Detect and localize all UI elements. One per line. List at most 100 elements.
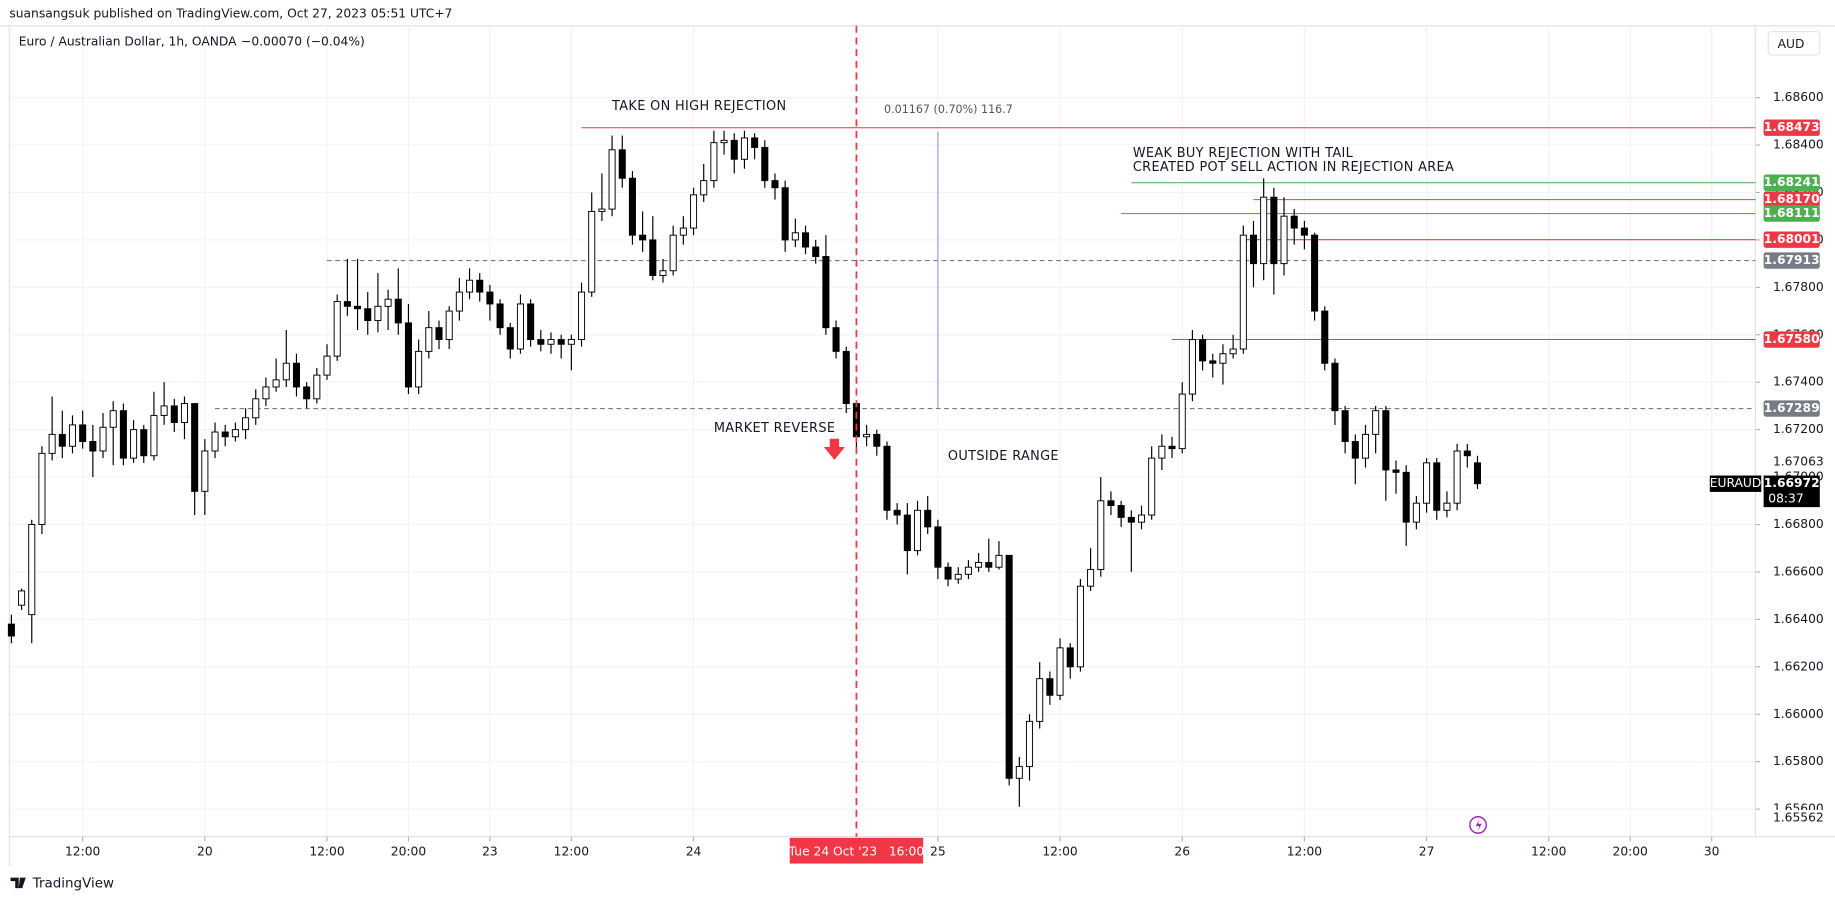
x-tick-label: 25 bbox=[930, 844, 946, 858]
grid: 1.686001.684001.682001.680001.678001.676… bbox=[9, 25, 1824, 858]
candle-body bbox=[79, 424, 87, 442]
candle-body bbox=[466, 279, 474, 293]
last-price-box bbox=[1763, 475, 1820, 508]
candle-body bbox=[1107, 500, 1115, 507]
candle-body bbox=[985, 562, 993, 568]
candle-body bbox=[700, 180, 708, 196]
candle-body bbox=[1168, 445, 1176, 450]
candle-body bbox=[1097, 500, 1105, 571]
last-price-label: 1.66972 bbox=[1764, 476, 1820, 490]
x-tick-label: 20:00 bbox=[391, 844, 426, 858]
level-label: 1.67289 bbox=[1764, 401, 1820, 415]
candle-body bbox=[1382, 410, 1390, 471]
candle-body bbox=[802, 232, 810, 248]
candle-body bbox=[852, 403, 860, 438]
candle-body bbox=[791, 232, 799, 241]
candle-body bbox=[201, 450, 209, 492]
candle-body bbox=[445, 310, 453, 340]
candle-body bbox=[160, 405, 168, 416]
symbol-change: −0.00070 (−0.04%) bbox=[241, 35, 365, 49]
candle-body bbox=[1148, 457, 1156, 516]
x-tick-label: 12:00 bbox=[1042, 844, 1077, 858]
candle-body bbox=[588, 210, 596, 293]
reverse-arrow bbox=[823, 438, 845, 460]
level-label: 1.68001 bbox=[1764, 232, 1820, 246]
price-label-box bbox=[1764, 453, 1824, 471]
currency[interactable]: AUD bbox=[1778, 37, 1805, 51]
candle-body bbox=[68, 424, 77, 447]
candle-body bbox=[1473, 462, 1481, 485]
y-tick-label: 1.68400 bbox=[1773, 138, 1824, 152]
x-tick-label: 30 bbox=[1704, 844, 1720, 858]
level-label: 1.67913 bbox=[1764, 253, 1820, 267]
x-tick-label: 12:00 bbox=[65, 844, 100, 858]
level-label: 1.68241 bbox=[1764, 175, 1820, 189]
candle-body bbox=[1188, 339, 1196, 395]
candle-body bbox=[903, 514, 911, 552]
candle-body bbox=[639, 234, 647, 241]
candle-body bbox=[1412, 502, 1420, 523]
candle-body bbox=[730, 139, 738, 160]
candle-body bbox=[812, 246, 820, 257]
candle-body bbox=[608, 149, 616, 210]
candle-body bbox=[1015, 765, 1023, 779]
candle-body bbox=[486, 291, 494, 305]
candle-body bbox=[252, 398, 260, 419]
candle-body bbox=[1260, 196, 1268, 265]
price-label: 1.67063 bbox=[1773, 455, 1824, 469]
currency-button[interactable] bbox=[1767, 31, 1821, 56]
symbol-tag-label: EURAUD bbox=[1710, 476, 1762, 490]
candle-body bbox=[873, 433, 881, 447]
candle-body bbox=[944, 566, 952, 580]
annotation: CREATED POT SELL ACTION IN REJECTION ARE… bbox=[1133, 160, 1454, 175]
candle-body bbox=[1127, 516, 1135, 523]
price-label-box bbox=[1764, 809, 1824, 827]
candle-body bbox=[364, 308, 372, 322]
candle-body bbox=[893, 509, 901, 516]
candle-body bbox=[354, 305, 362, 310]
candle-body bbox=[109, 410, 117, 428]
candle-body bbox=[710, 142, 718, 182]
candle-body bbox=[690, 194, 698, 229]
candle-body bbox=[231, 429, 239, 438]
overlay: 0.01167 (0.70%) 116.7 Tue 24 Oct '23 16:0… bbox=[788, 25, 1824, 864]
y-tick-label: 1.67800 bbox=[1773, 280, 1824, 294]
candle-body bbox=[404, 322, 412, 388]
level-label-box bbox=[1763, 252, 1820, 269]
level-label: 1.67580 bbox=[1764, 332, 1820, 346]
levels bbox=[215, 127, 1756, 410]
candle-body bbox=[38, 452, 46, 525]
crosshair-label: Tue 24 Oct '23 16:00 bbox=[788, 844, 924, 858]
candle-body bbox=[303, 386, 311, 400]
candle-body bbox=[476, 279, 484, 293]
candle-body bbox=[1229, 348, 1237, 355]
candle-body bbox=[913, 509, 922, 552]
x-tick-label: 20 bbox=[197, 844, 213, 858]
candle-body bbox=[130, 429, 138, 459]
candle-body bbox=[618, 149, 626, 179]
candle-body bbox=[954, 573, 962, 580]
candle-body bbox=[1219, 353, 1227, 364]
alert-icon[interactable] bbox=[1469, 816, 1487, 834]
symbol-tag bbox=[1709, 475, 1762, 492]
candle-body bbox=[1321, 310, 1329, 364]
candle-body bbox=[995, 554, 1003, 568]
candle-body bbox=[262, 386, 270, 400]
candle-body bbox=[679, 227, 687, 236]
candle-body bbox=[140, 429, 148, 457]
x-tick-label: 12:00 bbox=[554, 844, 589, 858]
level-label-box bbox=[1763, 174, 1820, 191]
candle-body bbox=[242, 417, 250, 431]
candle-body bbox=[374, 305, 382, 322]
candle-body bbox=[425, 327, 433, 352]
level-label: 1.68473 bbox=[1764, 120, 1820, 134]
candle-body bbox=[628, 177, 636, 236]
countdown: 08:37 bbox=[1768, 491, 1803, 505]
candle-body bbox=[1158, 445, 1166, 459]
candle-body bbox=[557, 339, 565, 345]
annotation: OUTSIDE RANGE bbox=[948, 449, 1059, 464]
level-label-box bbox=[1763, 231, 1820, 248]
candle-body bbox=[58, 433, 66, 447]
